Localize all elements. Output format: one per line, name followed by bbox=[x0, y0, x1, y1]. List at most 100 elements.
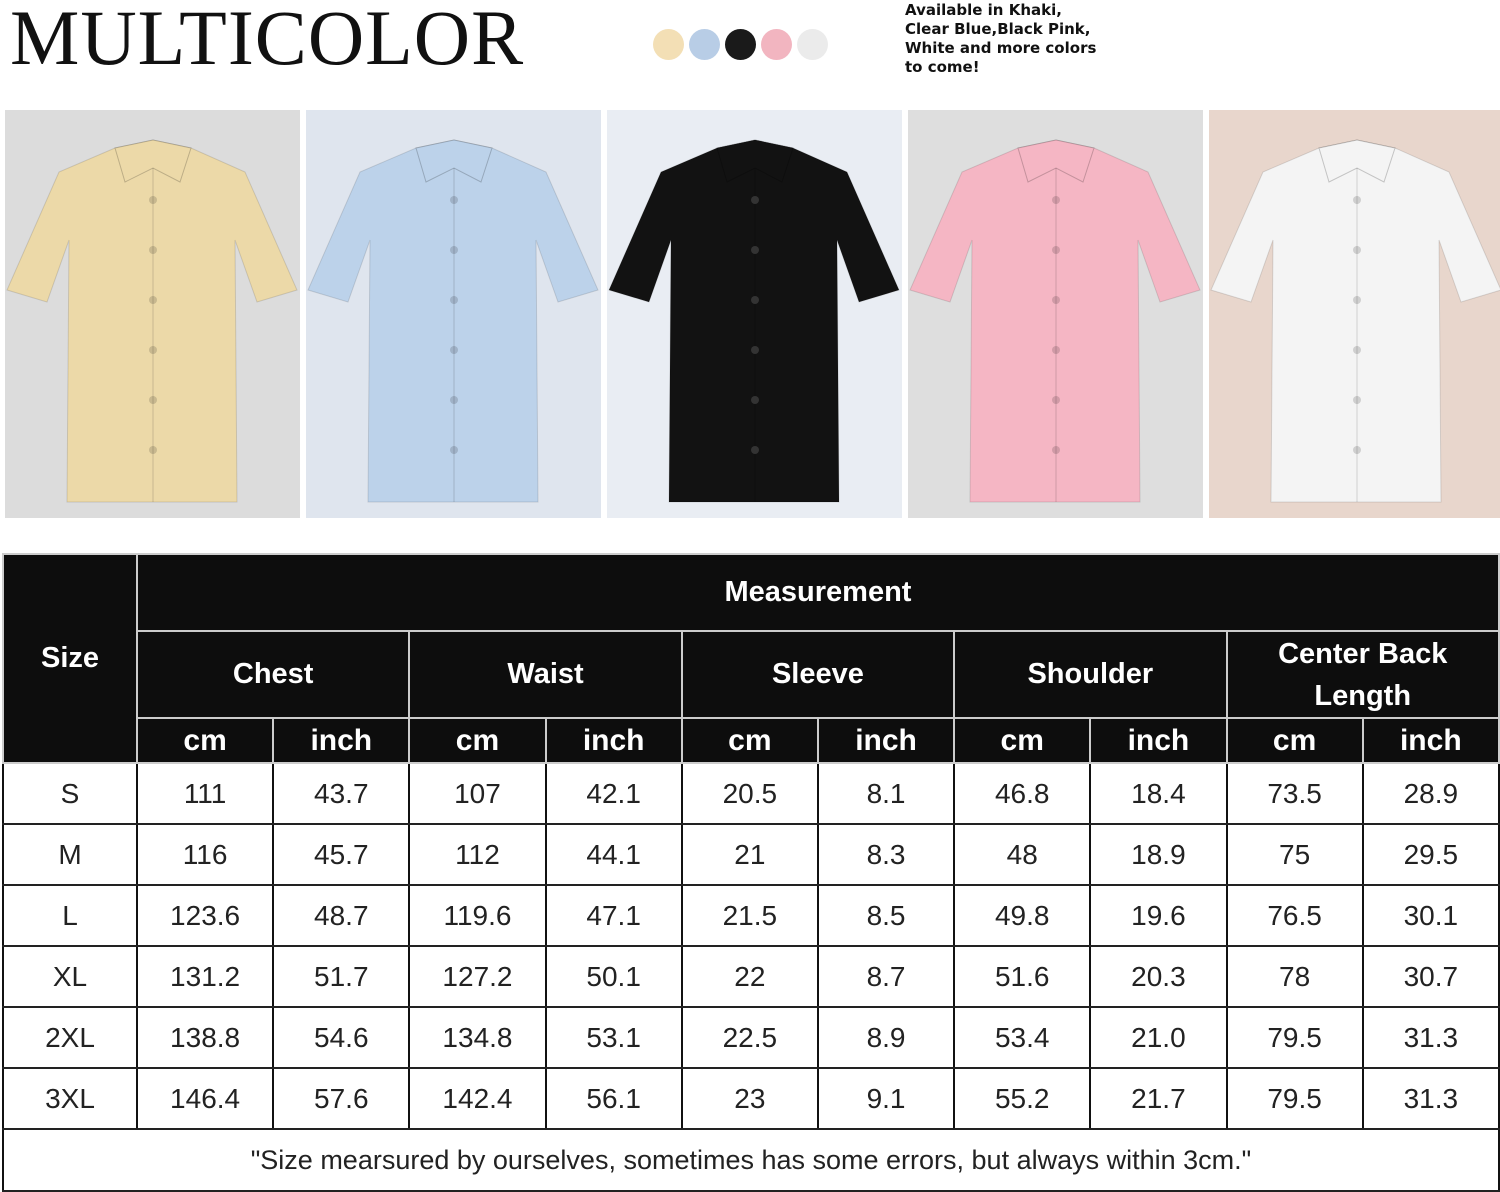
value-cell: 46.8 bbox=[953, 762, 1092, 825]
value-cell: 23 bbox=[680, 1067, 819, 1130]
value-cell: 51.7 bbox=[272, 945, 411, 1008]
value-cell: 22.5 bbox=[680, 1006, 819, 1069]
value-cell: 142.4 bbox=[408, 1067, 547, 1130]
column-group-header: Chest bbox=[135, 630, 411, 719]
value-cell: 112 bbox=[408, 823, 547, 886]
value-cell: 8.7 bbox=[816, 945, 956, 1008]
value-cell: 8.9 bbox=[816, 1006, 956, 1069]
value-cell: 116 bbox=[135, 823, 275, 886]
size-cell: 3XL bbox=[2, 1067, 138, 1130]
shirt-photo-clear-blue bbox=[306, 110, 601, 518]
measurement-header: Measurement bbox=[136, 553, 1500, 632]
value-cell: 18.4 bbox=[1089, 762, 1228, 825]
shirt-photo-black bbox=[607, 110, 902, 518]
unit-header: inch bbox=[1089, 717, 1228, 764]
value-cell: 22 bbox=[680, 945, 819, 1008]
table-row: 3XL 146.4 57.6 142.4 56.1 23 9.1 55.2 21.7 79.5 31… bbox=[2, 1067, 1500, 1130]
availability-note: Available in Khaki, Clear Blue,Black Pin… bbox=[905, 1, 1097, 76]
value-cell: 18.9 bbox=[1089, 823, 1228, 886]
size-cell: M bbox=[2, 823, 138, 886]
value-cell: 79.5 bbox=[1225, 1006, 1364, 1069]
value-cell: 48.7 bbox=[272, 884, 411, 947]
unit-header: inch bbox=[816, 717, 956, 764]
value-cell: 131.2 bbox=[135, 945, 275, 1008]
value-cell: 53.4 bbox=[953, 1006, 1092, 1069]
value-cell: 42.1 bbox=[544, 762, 683, 825]
value-cell: 78 bbox=[1225, 945, 1364, 1008]
shirt-icon bbox=[307, 139, 599, 503]
value-cell: 51.6 bbox=[953, 945, 1092, 1008]
value-cell: 28.9 bbox=[1361, 762, 1500, 825]
unit-header: inch bbox=[272, 717, 411, 764]
table-row: S 111 43.7 107 42.1 20.5 8.1 46.8 18.4 73.5 28.9 bbox=[2, 762, 1500, 825]
shirt-photo-pink bbox=[908, 110, 1203, 518]
table-row: L 123.6 48.7 119.6 47.1 21.5 8.5 49.8 19.6 76.5 30… bbox=[2, 884, 1500, 947]
table-row: XL 131.2 51.7 127.2 50.1 22 8.7 51.6 20.3 78 30.7 bbox=[2, 945, 1500, 1008]
table-row: 2XL 138.8 54.6 134.8 53.1 22.5 8.9 53.4 21.0 79.5… bbox=[2, 1006, 1500, 1069]
value-cell: 21.7 bbox=[1089, 1067, 1228, 1130]
unit-header: cm bbox=[1225, 717, 1364, 764]
swatch-khaki bbox=[653, 29, 684, 60]
value-cell: 146.4 bbox=[135, 1067, 275, 1130]
footnote: "Size mearsured by ourselves, sometimes … bbox=[2, 1128, 1500, 1192]
column-group-header: Waist bbox=[408, 630, 683, 719]
value-cell: 53.1 bbox=[544, 1006, 683, 1069]
value-cell: 50.1 bbox=[544, 945, 683, 1008]
value-cell: 30.1 bbox=[1361, 884, 1500, 947]
value-cell: 8.1 bbox=[816, 762, 956, 825]
shirt-icon bbox=[1210, 139, 1500, 503]
value-cell: 31.3 bbox=[1361, 1006, 1500, 1069]
unit-header: inch bbox=[1361, 717, 1500, 764]
value-cell: 43.7 bbox=[272, 762, 411, 825]
swatch-black bbox=[725, 29, 756, 60]
page-title: MULTICOLOR bbox=[10, 0, 525, 81]
swatch-clear-blue bbox=[689, 29, 720, 60]
size-cell: 2XL bbox=[2, 1006, 138, 1069]
value-cell: 57.6 bbox=[272, 1067, 411, 1130]
value-cell: 138.8 bbox=[135, 1006, 275, 1069]
column-group-header: Center Back Length bbox=[1225, 630, 1500, 719]
value-cell: 75 bbox=[1225, 823, 1364, 886]
value-cell: 134.8 bbox=[408, 1006, 547, 1069]
value-cell: 79.5 bbox=[1225, 1067, 1364, 1130]
value-cell: 8.5 bbox=[816, 884, 956, 947]
color-swatches bbox=[653, 29, 828, 60]
value-cell: 20.3 bbox=[1089, 945, 1228, 1008]
size-cell: L bbox=[2, 884, 138, 947]
value-cell: 21 bbox=[680, 823, 819, 886]
value-cell: 31.3 bbox=[1361, 1067, 1500, 1130]
unit-header: inch bbox=[544, 717, 683, 764]
value-cell: 44.1 bbox=[544, 823, 683, 886]
shirt-icon bbox=[909, 139, 1201, 503]
value-cell: 9.1 bbox=[816, 1067, 956, 1130]
value-cell: 111 bbox=[135, 762, 275, 825]
value-cell: 107 bbox=[408, 762, 547, 825]
size-cell: S bbox=[2, 762, 138, 825]
size-header: Size bbox=[2, 553, 138, 764]
size-chart: Size Measurement Chest Waist Sleeve Shoulde… bbox=[2, 553, 1500, 1192]
value-cell: 29.5 bbox=[1361, 823, 1500, 886]
product-photos bbox=[5, 110, 1500, 518]
shirt-icon bbox=[608, 139, 900, 503]
value-cell: 119.6 bbox=[408, 884, 547, 947]
value-cell: 54.6 bbox=[272, 1006, 411, 1069]
value-cell: 8.3 bbox=[816, 823, 956, 886]
swatch-white bbox=[797, 29, 828, 60]
value-cell: 73.5 bbox=[1225, 762, 1364, 825]
size-cell: XL bbox=[2, 945, 138, 1008]
table-row: M 116 45.7 112 44.1 21 8.3 48 18.9 75 29.5 bbox=[2, 823, 1500, 886]
unit-header: cm bbox=[408, 717, 547, 764]
value-cell: 56.1 bbox=[544, 1067, 683, 1130]
shirt-photo-khaki bbox=[5, 110, 300, 518]
value-cell: 47.1 bbox=[544, 884, 683, 947]
shirt-icon bbox=[6, 139, 298, 503]
unit-header: cm bbox=[680, 717, 819, 764]
value-cell: 20.5 bbox=[680, 762, 819, 825]
unit-header: cm bbox=[953, 717, 1092, 764]
value-cell: 30.7 bbox=[1361, 945, 1500, 1008]
value-cell: 21.0 bbox=[1089, 1006, 1228, 1069]
value-cell: 127.2 bbox=[408, 945, 547, 1008]
value-cell: 123.6 bbox=[135, 884, 275, 947]
column-group-header: Sleeve bbox=[680, 630, 956, 719]
value-cell: 48 bbox=[953, 823, 1092, 886]
